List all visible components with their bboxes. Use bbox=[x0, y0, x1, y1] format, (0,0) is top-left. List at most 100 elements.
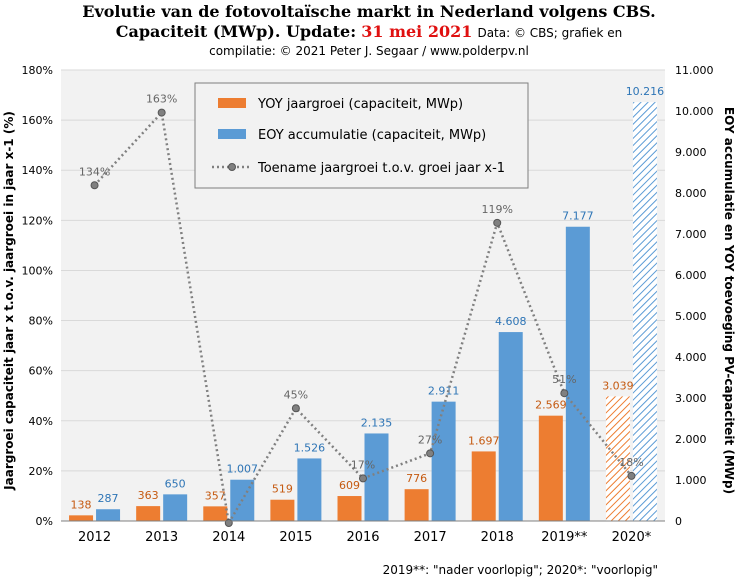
y-right-tick-label: 8.000 bbox=[675, 187, 707, 200]
x-tick-label: 2013 bbox=[145, 530, 178, 545]
x-tick-label: 2020* bbox=[612, 530, 652, 545]
y-left-tick-label: 160% bbox=[22, 114, 53, 127]
eoy-data-label: 2.135 bbox=[361, 416, 393, 429]
eoy-bar bbox=[565, 226, 590, 522]
yoy-bar bbox=[203, 506, 228, 521]
eoy-bar bbox=[431, 401, 456, 521]
y-right-tick-label: 3.000 bbox=[675, 392, 707, 405]
x-tick-label: 2018 bbox=[481, 530, 514, 545]
growth-data-label: 134% bbox=[79, 165, 110, 178]
legend-label: EOY accumulatie (capaciteit, MWp) bbox=[258, 128, 486, 143]
yoy-bar bbox=[605, 396, 630, 521]
title-main: Capaciteit (MWp). Update: bbox=[115, 22, 357, 41]
yoy-bar bbox=[270, 499, 295, 521]
growth-point bbox=[90, 181, 99, 190]
update-date: 31 mei 2021 bbox=[361, 22, 473, 41]
growth-point bbox=[493, 218, 502, 227]
y-left-tick-label: 0% bbox=[36, 515, 53, 528]
footnote: 2019**: "nader voorlopig"; 2020*: "voorl… bbox=[382, 563, 658, 577]
x-tick-label: 2014 bbox=[212, 530, 245, 545]
growth-point bbox=[426, 449, 435, 458]
eoy-bar bbox=[96, 509, 121, 521]
eoy-data-label: 1.526 bbox=[294, 441, 326, 454]
growth-point bbox=[560, 389, 569, 398]
y-right-tick-label: 10.000 bbox=[675, 105, 714, 118]
legend-swatch-yoy bbox=[218, 98, 246, 108]
y-right-tick-label: 5.000 bbox=[675, 310, 707, 323]
growth-data-label: 119% bbox=[481, 203, 512, 216]
growth-data-label: 27% bbox=[418, 433, 442, 446]
yoy-data-label: 363 bbox=[138, 489, 159, 502]
yoy-bar bbox=[538, 415, 563, 521]
yoy-bar bbox=[404, 489, 429, 521]
eoy-data-label: 7.177 bbox=[562, 210, 594, 223]
y-right-tick-label: 7.000 bbox=[675, 228, 707, 241]
growth-data-label: 45% bbox=[284, 388, 308, 401]
legend-box bbox=[194, 82, 529, 189]
legend-label: YOY jaargroei (capaciteit, MWp) bbox=[257, 97, 463, 112]
y-left-tick-label: 20% bbox=[29, 465, 53, 478]
yoy-bar bbox=[69, 515, 94, 521]
legend: YOY jaargroei (capaciteit, MWp) EOY accum… bbox=[194, 82, 529, 189]
y-right-tick-label: 2.000 bbox=[675, 433, 707, 446]
title-line-3: compilatie: © 2021 Peter J. Segaar / www… bbox=[209, 44, 529, 58]
eoy-data-label: 4.608 bbox=[495, 315, 527, 328]
gridlines bbox=[61, 69, 665, 522]
growth-data-label: 17% bbox=[351, 458, 375, 471]
x-tick-label: 2015 bbox=[279, 530, 312, 545]
growth-data-label: 51% bbox=[552, 373, 576, 386]
yoy-data-label: 609 bbox=[339, 479, 360, 492]
yoy-data-label: 1.697 bbox=[468, 434, 500, 447]
x-tick-label: 2019** bbox=[541, 530, 588, 545]
eoy-data-label: 650 bbox=[165, 477, 186, 490]
y-right-tick-label: 9.000 bbox=[675, 146, 707, 159]
x-tick-label: 2017 bbox=[414, 530, 447, 545]
y-left-tick-label: 180% bbox=[22, 64, 53, 77]
chart-title: Evolutie van de fotovoltaïsche markt in … bbox=[0, 2, 738, 59]
title-source: Data: © CBS; grafiek en bbox=[477, 26, 623, 40]
growth-data-label: 18% bbox=[619, 456, 643, 469]
yoy-data-label: 776 bbox=[406, 472, 427, 485]
y-right-tick-label: 11.000 bbox=[675, 64, 714, 77]
growth-data-label: 163% bbox=[146, 93, 177, 106]
y-left-tick-label: 60% bbox=[29, 365, 53, 378]
yoy-data-label: 519 bbox=[272, 483, 293, 496]
y-left-tick-label: 100% bbox=[22, 264, 53, 277]
yoy-data-label: 138 bbox=[71, 498, 92, 511]
growth-point bbox=[291, 404, 300, 413]
x-tick-label: 2016 bbox=[346, 530, 379, 545]
growth-point bbox=[627, 471, 636, 480]
y-right-tick-label: 1.000 bbox=[675, 474, 707, 487]
x-tick-label: 2012 bbox=[78, 530, 111, 545]
y-left-tick-label: 80% bbox=[29, 315, 53, 328]
eoy-bar bbox=[498, 332, 523, 521]
eoy-bar bbox=[632, 102, 657, 522]
eoy-data-label: 10.216 bbox=[626, 85, 665, 98]
yoy-bar bbox=[337, 496, 362, 521]
yoy-bar bbox=[136, 506, 161, 521]
title-line-1: Evolutie van de fotovoltaïsche markt in … bbox=[82, 2, 656, 21]
y-right-axis-title: EOY accumulatie en YOY toevoeging PV-cap… bbox=[722, 107, 736, 494]
eoy-data-label: 1.007 bbox=[227, 463, 259, 476]
yoy-data-label: 357 bbox=[205, 489, 226, 502]
y-left-tick-label: 120% bbox=[22, 214, 53, 227]
y-left-tick-label: 140% bbox=[22, 164, 53, 177]
yoy-data-label: 2.569 bbox=[535, 399, 567, 412]
y-left-tick-label: 40% bbox=[29, 415, 53, 428]
growth-point bbox=[359, 474, 367, 483]
y-right-tick-label: 0 bbox=[675, 515, 682, 528]
eoy-bar bbox=[364, 433, 389, 521]
y-right-tick-label: 6.000 bbox=[675, 269, 707, 282]
legend-swatch-eoy bbox=[218, 129, 246, 139]
y-right-tick-label: 4.000 bbox=[675, 351, 707, 364]
legend-swatch-point bbox=[228, 163, 236, 171]
eoy-data-label: 2.911 bbox=[428, 385, 460, 398]
eoy-bar bbox=[163, 494, 188, 521]
eoy-data-label: 287 bbox=[98, 492, 119, 505]
y-left-axis-title: Jaargroei capaciteit jaar x t.o.v. jaarg… bbox=[2, 111, 16, 491]
axes: 0% 20% 40% 60% 80% 100% 120% 140% 160% 180% 0 1.000… bbox=[2, 64, 736, 545]
growth-point bbox=[157, 108, 166, 117]
yoy-bar bbox=[471, 451, 496, 521]
